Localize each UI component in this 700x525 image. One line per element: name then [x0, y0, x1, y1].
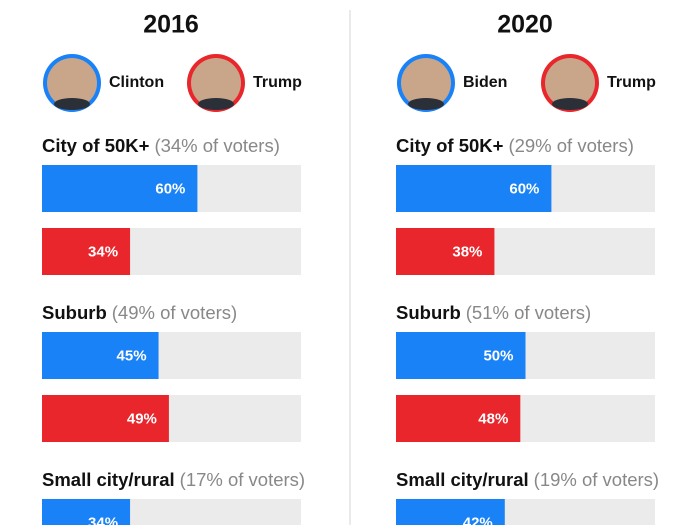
- group-share: (19% of voters): [534, 469, 659, 490]
- value-label: 48%: [478, 410, 508, 427]
- group-name: Small city/rural: [396, 469, 529, 490]
- group-label: Small city/rural (19% of voters): [396, 469, 659, 490]
- candidate-suit: [552, 98, 588, 110]
- bar: [396, 499, 505, 525]
- candidate-suit: [54, 98, 90, 110]
- value-label: 38%: [452, 243, 482, 260]
- value-label: 49%: [127, 410, 157, 427]
- panel-title: 2016: [143, 11, 199, 39]
- candidate-photo: [545, 58, 595, 108]
- bar: [42, 395, 169, 442]
- group-label: Small city/rural (17% of voters): [42, 469, 305, 490]
- legend-label: Clinton: [109, 74, 164, 91]
- bar: [42, 499, 131, 525]
- panel-title: 2020: [497, 11, 553, 39]
- bar: [396, 228, 495, 275]
- group-label: City of 50K+ (29% of voters): [396, 135, 634, 156]
- legend-label: Trump: [607, 74, 656, 91]
- legend-label: Biden: [463, 74, 507, 91]
- group-name: Suburb: [396, 302, 461, 323]
- bar: [42, 228, 131, 275]
- group-name: City of 50K+: [396, 135, 504, 156]
- group-name: Suburb: [42, 302, 107, 323]
- bar: [396, 165, 552, 212]
- candidate-suit: [198, 98, 234, 110]
- group-share: (17% of voters): [180, 469, 305, 490]
- candidate-photo: [47, 58, 97, 108]
- value-label: 42%: [463, 514, 493, 525]
- group-label: Suburb (49% of voters): [42, 302, 237, 323]
- value-label: 34%: [88, 514, 118, 525]
- candidate-suit: [408, 98, 444, 110]
- bar: [396, 395, 521, 442]
- group-share: (49% of voters): [112, 302, 237, 323]
- value-label: 60%: [509, 180, 539, 197]
- group-name: City of 50K+: [42, 135, 150, 156]
- group-label: Suburb (51% of voters): [396, 302, 591, 323]
- candidate-photo: [191, 58, 241, 108]
- candidate-photo: [401, 58, 451, 108]
- group-name: Small city/rural: [42, 469, 175, 490]
- legend-label: Trump: [253, 74, 302, 91]
- bar: [42, 165, 198, 212]
- value-label: 45%: [117, 347, 147, 364]
- group-share: (51% of voters): [466, 302, 591, 323]
- value-label: 50%: [483, 347, 513, 364]
- bar: [396, 332, 526, 379]
- group-share: (29% of voters): [508, 135, 633, 156]
- bar: [42, 332, 159, 379]
- value-label: 34%: [88, 243, 118, 260]
- group-label: City of 50K+ (34% of voters): [42, 135, 280, 156]
- value-label: 60%: [155, 180, 185, 197]
- group-share: (34% of voters): [154, 135, 279, 156]
